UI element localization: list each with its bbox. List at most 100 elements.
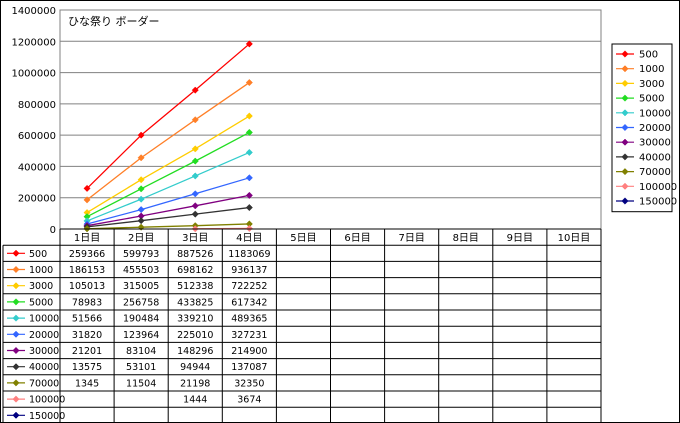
series-marker: [191, 116, 199, 124]
table-cell-value: 259366: [69, 249, 105, 260]
x-tick-label: 8日目: [453, 233, 479, 244]
series-line: [86, 115, 250, 214]
table-cell-value: 53101: [126, 362, 156, 373]
legend-key-marker: [621, 94, 629, 102]
gridlines: [60, 40, 601, 199]
legend-label: 3000: [639, 79, 664, 90]
table-cell-value: 489365: [231, 314, 267, 325]
table-cell-value: 722252: [231, 281, 267, 292]
legend-key-marker: [621, 79, 629, 87]
table-legend-key-marker: [12, 411, 20, 419]
series-marker: [245, 112, 253, 120]
series-line: [86, 206, 250, 228]
table-cell-value: 1183069: [228, 249, 270, 260]
table-row-label: 3000: [29, 281, 53, 292]
y-tick-label: 1000000: [11, 69, 56, 80]
series-marker: [191, 190, 199, 198]
x-tick-label: 10日目: [558, 233, 591, 244]
table-cell-value: 21198: [180, 378, 210, 389]
y-tick-label: 200000: [18, 194, 56, 205]
series-line: [86, 131, 250, 218]
table-cell-value: 339210: [177, 314, 213, 325]
series-marker: [245, 204, 253, 212]
x-tick-label: 5日目: [290, 233, 316, 244]
y-tick-label: 800000: [18, 100, 56, 111]
table-cell-value: 83104: [126, 346, 156, 357]
series-marker: [137, 154, 145, 162]
y-tick-label: 1200000: [11, 37, 56, 48]
table-cell-value: 32350: [234, 378, 264, 389]
legend-label: 5000: [639, 94, 664, 105]
series-line: [86, 82, 250, 201]
chart-title: ひな祭り ボーダー: [68, 14, 160, 28]
table-cell-value: 186153: [69, 265, 105, 276]
table-cell-value: 123964: [123, 330, 159, 341]
series-line: [86, 43, 250, 189]
y-tick-label: 1400000: [11, 6, 56, 17]
table-legend-key-marker: [12, 363, 20, 371]
series-marker: [191, 172, 199, 180]
table-cell-value: 887526: [177, 249, 213, 260]
legend-label: 20000: [639, 123, 671, 134]
legend-label: 100000: [639, 182, 677, 193]
legend-label: 30000: [639, 138, 671, 149]
table-cell-value: 78983: [72, 297, 102, 308]
x-tick-label: 9日目: [507, 233, 533, 244]
table-legend-key-marker: [12, 330, 20, 338]
table-legend-key-marker: [12, 282, 20, 290]
series-marker: [83, 196, 91, 204]
data-table: 1日目 2日目 3日目 4日目 5日目 6日目 7日目 8日目 9日目 10日目 500 259366…: [2, 228, 602, 423]
table-legend-key-marker: [12, 395, 20, 403]
x-tick-label: 1日目: [74, 233, 100, 244]
series-marker: [245, 191, 253, 199]
legend-key-marker: [621, 182, 629, 190]
table-cell-value: 105013: [69, 281, 105, 292]
x-tick-label: 2日目: [128, 233, 154, 244]
series-marker: [137, 185, 145, 193]
table-cell-value: 512338: [177, 281, 213, 292]
table-cell-value: 256758: [123, 297, 159, 308]
legend-key-marker: [621, 50, 629, 58]
series-marker: [245, 79, 253, 87]
series-marker: [137, 176, 145, 184]
series-marker: [245, 224, 253, 232]
legend-key-marker: [621, 138, 629, 146]
table-cell-value: 214900: [231, 346, 267, 357]
table-cell-value: 13575: [72, 362, 102, 373]
plot-area: [59, 9, 602, 230]
table-cell-value: 455503: [123, 265, 159, 276]
table-legend-key-marker: [12, 314, 20, 322]
series-line: [86, 151, 250, 222]
table-row-label: 40000: [29, 362, 59, 373]
table-cell-value: 1444: [183, 395, 207, 406]
legend-label: 70000: [639, 167, 671, 178]
series-marker: [83, 184, 91, 192]
legend-label: 500: [639, 50, 658, 61]
table-cell-value: 94944: [180, 362, 210, 373]
series-line: [86, 194, 250, 227]
table-cell-value: 327231: [231, 330, 267, 341]
legend-key-marker: [621, 168, 629, 176]
series-marker: [137, 195, 145, 203]
y-tick-label: 400000: [18, 162, 56, 173]
series-line: [86, 177, 250, 225]
legend-key-marker: [621, 109, 629, 117]
legend: 500 1000 3000 5000 10000 20000 30000 40000 70000…: [611, 43, 677, 213]
y-axis-tick-labels: 0 200000 400000 600000 800000 1000000 1200000 1…: [11, 6, 56, 236]
table-cell-value: 617342: [231, 297, 267, 308]
table-row-label: 10000: [29, 314, 59, 325]
table-cell-value: 599793: [123, 249, 159, 260]
table-legend-key-marker: [12, 346, 20, 355]
x-tick-label: 7日目: [398, 233, 424, 244]
table-row-label: 100000: [29, 395, 65, 406]
series-marker: [137, 131, 145, 139]
legend-key-marker: [621, 153, 629, 161]
table-cell-value: 315005: [123, 281, 159, 292]
series-marker: [245, 174, 253, 182]
table-row-label: 1000: [29, 265, 53, 276]
legend-key-marker: [621, 65, 629, 73]
x-tick-label: 4日目: [236, 233, 262, 244]
table-row-label: 70000: [29, 378, 59, 389]
y-tick-label: 600000: [18, 131, 56, 142]
